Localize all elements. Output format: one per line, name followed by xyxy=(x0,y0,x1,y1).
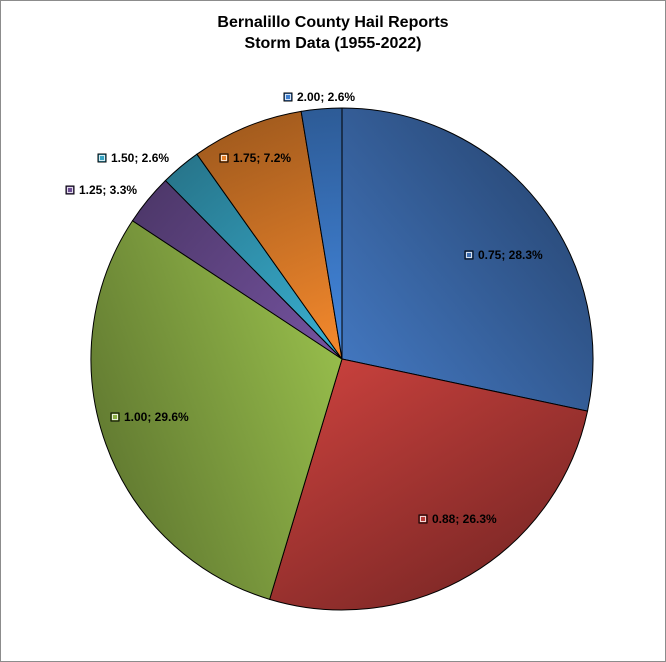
chart-subtitle: Storm Data (1955-2022) xyxy=(244,35,422,52)
data-label-1-25: 1.25; 3.3% xyxy=(65,183,137,197)
legend-key-1-50 xyxy=(97,153,107,163)
legend-key-highlight xyxy=(221,155,227,161)
chart-title-line1: Bernalillo County Hail Reports xyxy=(217,14,449,31)
legend-key-0-75 xyxy=(464,250,474,260)
legend-key-0-88 xyxy=(418,514,428,524)
legend-key-2-00 xyxy=(283,92,293,102)
legend-key-highlight xyxy=(420,516,426,522)
pie-slice-0-75 xyxy=(341,107,594,412)
chart-title: Bernalillo County Hail Reports Storm Dat… xyxy=(1,12,665,54)
pie-slice-2-00 xyxy=(300,107,343,360)
legend-key-highlight xyxy=(99,155,105,161)
pie-slices xyxy=(90,107,594,611)
legend-key-highlight xyxy=(67,187,73,193)
data-label-text: 1.25; 3.3% xyxy=(79,183,137,197)
pie-slice-1-00 xyxy=(90,220,343,600)
legend-key-1-00 xyxy=(110,412,120,422)
legend-key-highlight xyxy=(466,252,472,258)
data-label-0-75: 0.75; 28.3% xyxy=(464,248,543,262)
data-label-1-75: 1.75; 7.2% xyxy=(219,151,291,165)
pie-slice-0-88 xyxy=(269,358,589,611)
data-label-1-00: 1.00; 29.6% xyxy=(110,410,189,424)
legend-key-highlight xyxy=(285,94,291,100)
data-label-text: 0.88; 26.3% xyxy=(432,512,497,526)
data-label-text: 1.75; 7.2% xyxy=(233,151,291,165)
legend-key-1-25 xyxy=(65,185,75,195)
data-label-text: 1.50; 2.6% xyxy=(111,151,169,165)
data-label-0-88: 0.88; 26.3% xyxy=(418,512,497,526)
pie-slice-1-75 xyxy=(196,110,343,360)
pie-data-labels: 0.75; 28.3% 0.88; 26.3% 1.00; 29.6% 1.25; 3… xyxy=(65,90,543,526)
data-label-1-50: 1.50; 2.6% xyxy=(97,151,169,165)
legend-key-highlight xyxy=(112,414,118,420)
data-label-text: 2.00; 2.6% xyxy=(297,90,355,104)
legend-key-1-75 xyxy=(219,153,229,163)
data-label-2-00: 2.00; 2.6% xyxy=(283,90,355,104)
data-label-text: 1.00; 29.6% xyxy=(124,410,189,424)
data-label-text: 0.75; 28.3% xyxy=(478,248,543,262)
